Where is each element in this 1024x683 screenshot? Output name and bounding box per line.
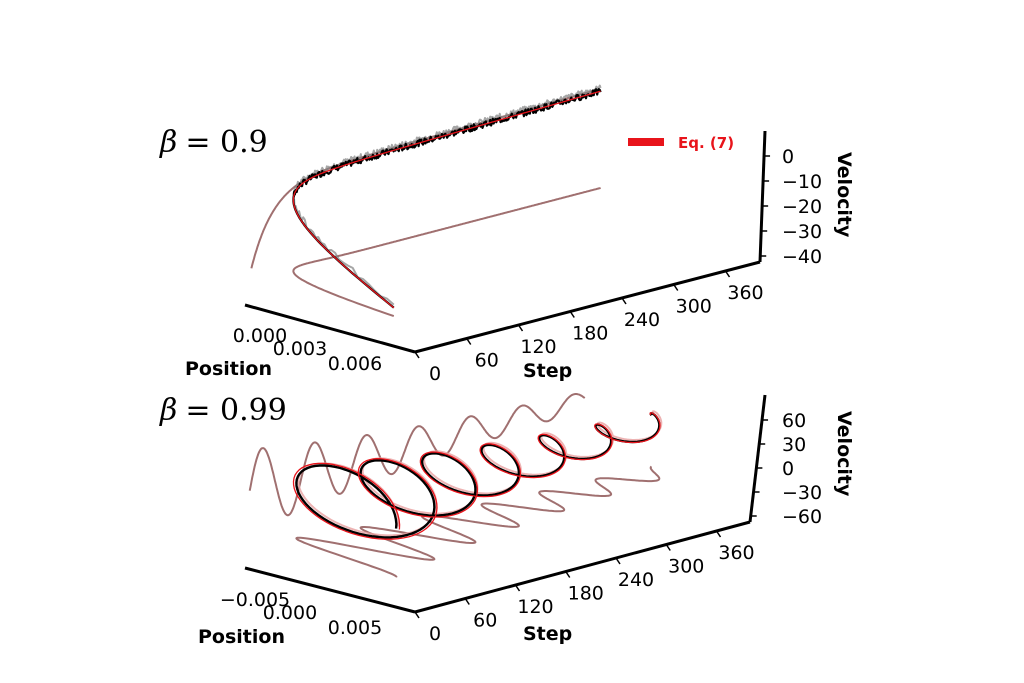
x-tick-label: 300 xyxy=(668,556,704,578)
x-tick-label: 0 xyxy=(429,623,441,645)
y-tick-label: 0.003 xyxy=(273,338,327,360)
x-tick xyxy=(724,270,731,278)
z-tick-label: 60 xyxy=(782,410,806,432)
equation-series xyxy=(292,90,601,309)
equation-series xyxy=(292,412,661,540)
y-tick-label: −0.005 xyxy=(220,589,290,611)
x-tick xyxy=(565,571,571,578)
x-tick xyxy=(464,598,470,605)
x-tick-label: 360 xyxy=(718,542,754,564)
x-tick xyxy=(569,311,575,318)
curves xyxy=(250,84,602,318)
y-tick-label: 0.006 xyxy=(328,353,382,375)
z-tick-label: 0 xyxy=(782,458,794,480)
x-axis-label: Step xyxy=(523,360,572,382)
x-tick xyxy=(514,584,521,592)
z-tick-label: −20 xyxy=(782,196,822,218)
y-axis-line xyxy=(244,303,416,354)
axes xyxy=(244,394,769,619)
simulated-series xyxy=(292,88,602,309)
z-tick-label: −10 xyxy=(782,171,822,193)
z-tick-label: 0 xyxy=(782,146,794,168)
z-tick-label: −40 xyxy=(782,246,822,268)
z-axis-label: Velocity xyxy=(833,411,855,497)
x-tick-label: 120 xyxy=(517,596,553,618)
x-tick-label: 60 xyxy=(475,350,499,372)
legend-swatch xyxy=(628,138,664,146)
curves xyxy=(248,393,663,578)
x-tick xyxy=(517,324,524,332)
y-tick-label: 0.005 xyxy=(328,617,382,639)
y-axis-line xyxy=(244,566,416,614)
x-tick-label: 240 xyxy=(624,309,660,331)
x-tick-label: 180 xyxy=(572,323,608,345)
x-tick-label: 360 xyxy=(727,282,763,304)
run-series xyxy=(292,84,602,306)
x-tick-label: 0 xyxy=(429,363,441,385)
axes xyxy=(244,130,771,359)
panel-beta-0-9: β = 0.9 0 60 120 180 240 300 360 0.0000.0030.006… xyxy=(159,84,855,385)
x-tick xyxy=(615,557,621,565)
legend: Eq. (7) xyxy=(628,134,734,152)
z-axis-line xyxy=(758,130,767,263)
y-tick-label: 0.000 xyxy=(263,602,317,624)
x-tick xyxy=(673,284,679,291)
x-tick xyxy=(621,297,627,305)
position-projection xyxy=(295,465,661,578)
x-tick xyxy=(414,351,420,359)
y-axis-label: Position xyxy=(185,358,272,380)
x-tick xyxy=(466,338,472,345)
simulated-series xyxy=(295,412,661,539)
panel-beta-0-99: β = 0.99 060120180240300360−0.0050.0000.0… xyxy=(159,393,855,648)
tick-labels: 060120180240300360−0.0050.0000.00560300−… xyxy=(220,410,822,645)
y-tick-label: 0.000 xyxy=(233,325,287,347)
x-tick-label: 120 xyxy=(520,336,556,358)
x-tick-label: 240 xyxy=(618,569,654,591)
y-axis-label: Position xyxy=(198,626,285,648)
z-tick-label: −30 xyxy=(782,221,822,243)
position-projection xyxy=(292,186,601,318)
x-tick xyxy=(414,611,420,619)
x-axis-line xyxy=(414,520,751,614)
x-axis-line xyxy=(414,260,761,354)
x-tick xyxy=(715,530,722,538)
z-tick-label: −60 xyxy=(782,506,822,528)
x-axis-label: Step xyxy=(523,623,572,645)
x-tick-label: 60 xyxy=(473,610,497,632)
panel-title: β = 0.9 xyxy=(159,125,268,160)
velocity-projection xyxy=(248,393,586,517)
z-axis-line xyxy=(748,394,767,523)
x-tick-label: 300 xyxy=(676,296,712,318)
z-tick-label: −30 xyxy=(782,482,822,504)
z-tick-label: 30 xyxy=(782,434,806,456)
legend-label: Eq. (7) xyxy=(678,134,734,152)
panel-title: β = 0.99 xyxy=(159,393,287,428)
x-tick-label: 180 xyxy=(568,583,604,605)
x-tick xyxy=(665,544,671,551)
z-axis-label: Velocity xyxy=(833,152,855,238)
